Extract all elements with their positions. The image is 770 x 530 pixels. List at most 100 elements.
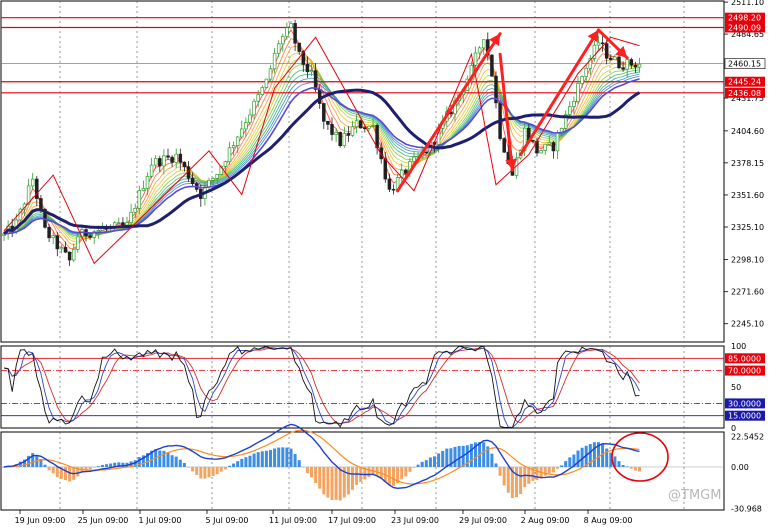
stochastic-lines bbox=[3, 345, 640, 429]
candle-body bbox=[141, 188, 146, 191]
macd-bar bbox=[433, 456, 436, 467]
macd-bar bbox=[47, 466, 51, 471]
macd-bar bbox=[228, 465, 231, 467]
macd-bar bbox=[486, 446, 490, 467]
macd-bar bbox=[564, 461, 568, 467]
candle-body bbox=[600, 42, 605, 45]
macd-bar bbox=[199, 466, 203, 479]
candle-body bbox=[59, 247, 64, 250]
candle-body bbox=[96, 230, 101, 232]
candle-body bbox=[51, 235, 55, 239]
macd-bar bbox=[502, 466, 506, 486]
y-tick-label: 2245.10 bbox=[731, 320, 764, 329]
macd-bar bbox=[404, 466, 408, 477]
candle-body bbox=[92, 231, 96, 238]
candle-body bbox=[309, 70, 314, 73]
macd-bar bbox=[392, 466, 395, 486]
macd-bar bbox=[322, 466, 326, 495]
candle-body bbox=[613, 56, 617, 61]
candle-body bbox=[248, 114, 252, 123]
macd-bar bbox=[68, 466, 72, 482]
candle-body bbox=[166, 155, 170, 158]
candle-body bbox=[490, 54, 494, 77]
macd-bar bbox=[412, 466, 416, 468]
candle-body bbox=[170, 156, 174, 163]
candle-body bbox=[281, 35, 285, 45]
macd-bar bbox=[191, 466, 195, 472]
macd-bar bbox=[310, 466, 313, 478]
x-tick-label: 29 Jul 09:00 bbox=[459, 516, 507, 525]
candle-body bbox=[387, 178, 392, 190]
candle-body bbox=[473, 52, 478, 66]
candle-body bbox=[551, 142, 556, 152]
stochastic-levels: 85.0000 70.0000 30.0000 15.0000 bbox=[1, 353, 765, 421]
macd-bar bbox=[223, 466, 227, 470]
candle-body bbox=[588, 58, 593, 69]
trend-arrow bbox=[519, 28, 600, 157]
candle-body bbox=[26, 185, 31, 205]
macd-bar bbox=[408, 466, 412, 472]
stochastic-tick-label: 50 bbox=[731, 383, 741, 392]
stochastic-d-line bbox=[3, 347, 640, 428]
macd-bar bbox=[560, 465, 564, 467]
candle-body bbox=[555, 132, 560, 152]
macd-y-axis: 22.5452 0.00 -30.968 bbox=[731, 433, 764, 514]
macd-bar bbox=[625, 466, 629, 468]
macd-bar bbox=[100, 464, 104, 467]
macd-bar bbox=[572, 454, 576, 467]
candle-body bbox=[39, 198, 43, 210]
x-tick-label: 5 Jul 09:00 bbox=[206, 516, 249, 525]
macd-bar bbox=[416, 464, 420, 467]
candle-body bbox=[494, 75, 498, 104]
macd-bar bbox=[326, 466, 330, 498]
macd-bar bbox=[23, 459, 26, 467]
macd-bar bbox=[244, 457, 248, 467]
macd-bar bbox=[342, 466, 346, 498]
macd-bar bbox=[531, 466, 535, 481]
macd-bar bbox=[519, 466, 523, 495]
price-panel-frame bbox=[0, 0, 725, 343]
stochastic-level-box bbox=[725, 353, 765, 364]
macd-bar bbox=[568, 457, 572, 467]
candle-body bbox=[531, 139, 535, 142]
price-y-axis: 2511.10 2484.65 2431.75 2404.60 2378.15 2351.… bbox=[724, 0, 764, 329]
macd-bar bbox=[289, 448, 293, 467]
macd-bar bbox=[449, 448, 453, 467]
stochastic-level-box bbox=[725, 365, 765, 376]
macd-bar bbox=[605, 448, 609, 467]
price-label: 2490.09 bbox=[728, 23, 761, 32]
macd-bar bbox=[256, 452, 260, 467]
macd-bar bbox=[195, 466, 199, 475]
candle-body bbox=[235, 136, 240, 146]
macd-bar bbox=[76, 466, 80, 477]
macd-bar bbox=[277, 447, 281, 467]
candle-body bbox=[617, 56, 621, 69]
candle-body bbox=[572, 100, 576, 107]
stochastic-level-label: 15.0000 bbox=[728, 412, 761, 421]
x-tick-label: 1 Jul 09:00 bbox=[139, 516, 182, 525]
macd-bar bbox=[592, 442, 596, 467]
x-tick-label: 25 Jun 09:00 bbox=[78, 516, 129, 525]
macd-bar bbox=[338, 466, 342, 501]
macd-bar bbox=[490, 453, 494, 467]
candle-body bbox=[502, 138, 506, 153]
macd-bar bbox=[638, 466, 641, 472]
candle-body bbox=[391, 188, 396, 191]
signal-line bbox=[3, 429, 640, 485]
candle-body bbox=[313, 70, 318, 90]
macd-bar bbox=[318, 466, 322, 489]
macd-bar bbox=[207, 466, 211, 478]
macd-bar bbox=[64, 466, 67, 481]
candle-body bbox=[47, 226, 51, 239]
ribbon-line bbox=[3, 38, 640, 250]
time-axis: 19 Jun 09:00 25 Jun 09:00 1 Jul 09:00 5 Jul… bbox=[15, 510, 632, 525]
candle-body bbox=[404, 169, 408, 174]
price-label: 2498.20 bbox=[728, 14, 761, 23]
macd-tick-label: 22.5452 bbox=[731, 433, 764, 442]
candle-body bbox=[67, 251, 72, 261]
macd-bar bbox=[273, 448, 277, 467]
candle-body bbox=[231, 145, 236, 149]
macd-bar bbox=[314, 466, 318, 484]
macd-bar bbox=[105, 464, 108, 467]
candle-body bbox=[276, 43, 281, 54]
